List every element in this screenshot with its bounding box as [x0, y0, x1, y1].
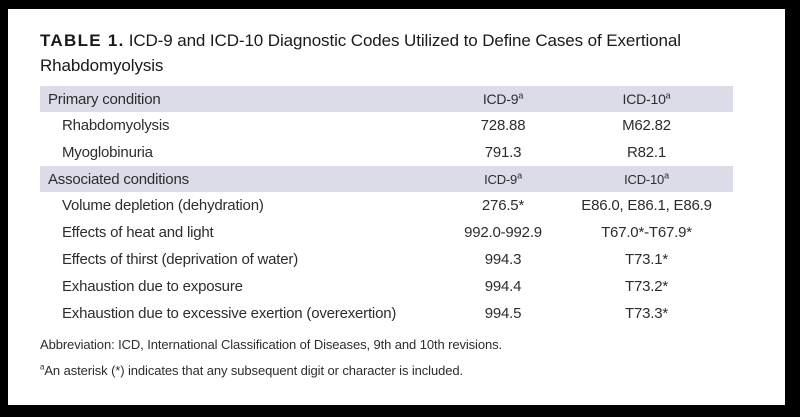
table-number-label: TABLE 1.: [40, 31, 125, 50]
condition-cell: Effects of heat and light: [62, 224, 214, 241]
icd10-cell: T73.2*: [625, 278, 668, 295]
condition-cell: Effects of thirst (deprivation of water): [62, 251, 298, 268]
column-header-icd10: ICD-10a: [578, 91, 733, 107]
icd9-cell: 992.0-992.9: [464, 224, 542, 241]
section-header-associated-conditions: Associated conditions ICD-9a ICD-10a: [40, 166, 733, 192]
table-row: Effects of heat and light 992.0-992.9 T6…: [40, 219, 733, 246]
column-header-icd9: ICD-9a: [428, 91, 578, 107]
footnote-marker: a: [665, 90, 671, 101]
table-page: TABLE 1. ICD-9 and ICD-10 Diagnostic Code…: [8, 9, 785, 405]
table-row: Exhaustion due to exposure 994.4 T73.2*: [40, 273, 733, 300]
icd9-cell: 728.88: [480, 117, 526, 134]
icd10-cell: E86.0, E86.1, E86.9: [581, 197, 712, 214]
asterisk-footnote-text: An asterisk (*) indicates that any subse…: [44, 363, 463, 378]
column-header-icd9-text: ICD-9: [484, 171, 518, 187]
condition-cell: Myoglobinuria: [62, 144, 153, 161]
column-header-icd10-text: ICD-10: [624, 171, 665, 187]
icd10-cell: M62.82: [622, 117, 671, 134]
icd10-cell: T73.3*: [625, 305, 668, 322]
footnote-marker: a: [664, 170, 669, 181]
footnote-marker: a: [517, 170, 522, 181]
icd9-cell: 994.4: [484, 278, 522, 295]
column-header-icd10: ICD-10a: [578, 170, 733, 187]
abbreviation-footnote: Abbreviation: ICD, International Classif…: [40, 337, 503, 352]
icd9-cell: 994.3: [484, 251, 522, 268]
condition-cell: Volume depletion (dehydration): [62, 197, 264, 214]
table-row: Myoglobinuria 791.3 R82.1: [40, 139, 733, 166]
table-row: Rhabdomyolysis 728.88 M62.82: [40, 112, 733, 139]
icd10-cell: T67.0*-T67.9*: [601, 224, 692, 241]
condition-cell: Exhaustion due to excessive exertion (ov…: [62, 305, 397, 322]
icd9-cell: 276.5*: [481, 197, 525, 214]
icd9-cell: 791.3: [484, 144, 522, 161]
table-title-text: ICD-9 and ICD-10 Diagnostic Codes Utiliz…: [40, 31, 681, 75]
table-title: TABLE 1. ICD-9 and ICD-10 Diagnostic Code…: [40, 28, 766, 78]
column-header-icd9-text: ICD-9: [482, 91, 519, 107]
section-header-label: Associated conditions: [48, 170, 189, 188]
column-header-icd10-text: ICD-10: [622, 91, 666, 107]
footnote-marker: a: [518, 90, 524, 101]
asterisk-footnote: aAn asterisk (*) indicates that any subs…: [40, 363, 760, 378]
icd10-cell: R82.1: [626, 144, 667, 161]
footnote-marker: a: [40, 362, 45, 372]
table-row: Effects of thirst (deprivation of water)…: [40, 246, 733, 273]
icd-codes-table: Primary condition ICD-9a ICD-10a Rhabdom…: [40, 86, 733, 327]
icd10-cell: T73.1*: [625, 251, 668, 268]
table-row: Exhaustion due to excessive exertion (ov…: [40, 300, 733, 327]
icd9-cell: 994.5: [484, 305, 522, 322]
section-header-primary-condition: Primary condition ICD-9a ICD-10a: [40, 86, 733, 112]
table-row: Volume depletion (dehydration) 276.5* E8…: [40, 192, 733, 219]
column-header-icd9: ICD-9a: [428, 170, 578, 187]
section-header-label: Primary condition: [48, 90, 161, 108]
condition-cell: Exhaustion due to exposure: [62, 278, 243, 295]
condition-cell: Rhabdomyolysis: [62, 117, 170, 134]
